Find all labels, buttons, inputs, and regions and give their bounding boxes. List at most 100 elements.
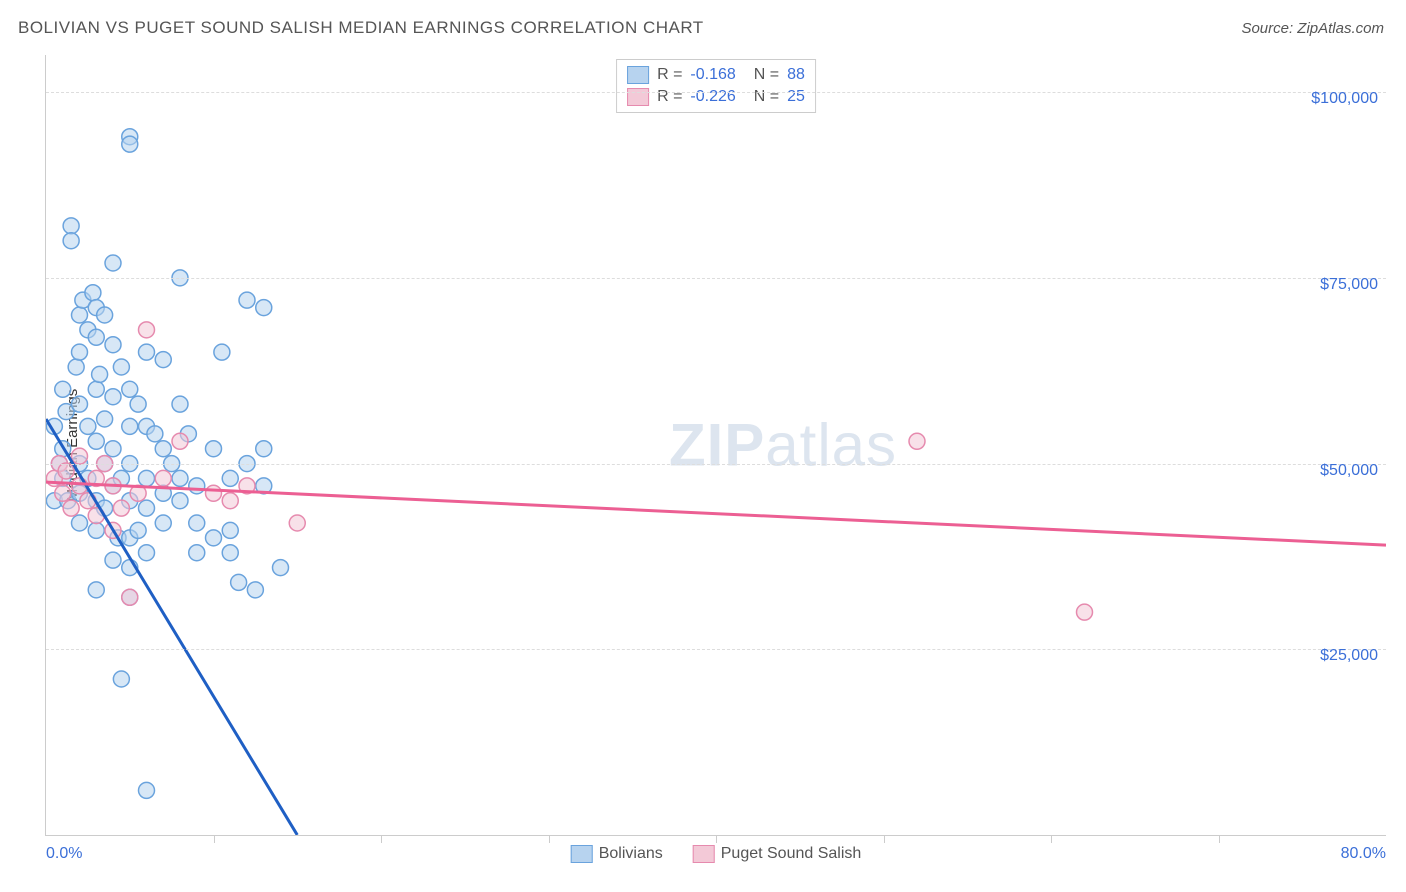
x-tick bbox=[549, 835, 550, 843]
scatter-point bbox=[113, 359, 129, 375]
scatter-point bbox=[58, 463, 74, 479]
scatter-point bbox=[155, 352, 171, 368]
scatter-point bbox=[1077, 604, 1093, 620]
y-tick-label: $50,000 bbox=[1320, 462, 1378, 480]
y-tick-label: $25,000 bbox=[1320, 647, 1378, 665]
gridline bbox=[46, 464, 1386, 465]
scatter-point bbox=[113, 671, 129, 687]
scatter-svg bbox=[46, 55, 1386, 835]
scatter-point bbox=[214, 344, 230, 360]
scatter-point bbox=[105, 441, 121, 457]
scatter-point bbox=[72, 448, 88, 464]
x-tick bbox=[1051, 835, 1052, 843]
scatter-point bbox=[155, 441, 171, 457]
legend-label-1: Puget Sound Salish bbox=[721, 845, 862, 863]
scatter-point bbox=[222, 545, 238, 561]
x-axis-min-label: 0.0% bbox=[46, 845, 82, 863]
scatter-point bbox=[130, 396, 146, 412]
trend-line-solid bbox=[46, 482, 1386, 545]
scatter-point bbox=[63, 500, 79, 516]
x-tick bbox=[884, 835, 885, 843]
scatter-point bbox=[139, 545, 155, 561]
legend-label-0: Bolivians bbox=[599, 845, 663, 863]
chart-container: BOLIVIAN VS PUGET SOUND SALISH MEDIAN EA… bbox=[0, 0, 1406, 892]
scatter-point bbox=[155, 470, 171, 486]
gridline bbox=[46, 278, 1386, 279]
legend-swatch-bolivians bbox=[571, 845, 593, 863]
x-tick bbox=[214, 835, 215, 843]
scatter-point bbox=[206, 441, 222, 457]
scatter-point bbox=[139, 782, 155, 798]
scatter-point bbox=[63, 218, 79, 234]
scatter-point bbox=[139, 344, 155, 360]
scatter-point bbox=[105, 255, 121, 271]
scatter-point bbox=[97, 307, 113, 323]
chart-title: BOLIVIAN VS PUGET SOUND SALISH MEDIAN EA… bbox=[18, 18, 704, 38]
scatter-point bbox=[55, 485, 71, 501]
scatter-point bbox=[80, 418, 96, 434]
scatter-point bbox=[289, 515, 305, 531]
scatter-point bbox=[88, 329, 104, 345]
scatter-point bbox=[172, 433, 188, 449]
scatter-point bbox=[909, 433, 925, 449]
scatter-point bbox=[206, 530, 222, 546]
scatter-point bbox=[222, 470, 238, 486]
gridline bbox=[46, 649, 1386, 650]
scatter-point bbox=[222, 493, 238, 509]
scatter-point bbox=[72, 307, 88, 323]
scatter-point bbox=[72, 344, 88, 360]
scatter-point bbox=[122, 589, 138, 605]
series-legend: Bolivians Puget Sound Salish bbox=[571, 845, 862, 863]
scatter-point bbox=[88, 522, 104, 538]
scatter-point bbox=[273, 560, 289, 576]
scatter-point bbox=[239, 292, 255, 308]
scatter-point bbox=[63, 233, 79, 249]
legend-swatch-salish bbox=[693, 845, 715, 863]
x-axis-max-label: 80.0% bbox=[1341, 845, 1386, 863]
x-tick bbox=[716, 835, 717, 843]
scatter-point bbox=[105, 552, 121, 568]
scatter-point bbox=[139, 470, 155, 486]
plot-area: Median Earnings ZIPatlas R = -0.168 N = … bbox=[45, 55, 1386, 836]
scatter-point bbox=[189, 545, 205, 561]
scatter-point bbox=[105, 337, 121, 353]
scatter-point bbox=[88, 381, 104, 397]
scatter-point bbox=[222, 522, 238, 538]
scatter-point bbox=[92, 366, 108, 382]
scatter-point bbox=[113, 500, 129, 516]
scatter-point bbox=[189, 515, 205, 531]
scatter-point bbox=[88, 582, 104, 598]
scatter-point bbox=[172, 493, 188, 509]
scatter-point bbox=[256, 300, 272, 316]
scatter-point bbox=[189, 478, 205, 494]
scatter-point bbox=[122, 418, 138, 434]
y-tick-label: $100,000 bbox=[1311, 90, 1378, 108]
scatter-point bbox=[68, 359, 84, 375]
scatter-point bbox=[172, 396, 188, 412]
scatter-point bbox=[130, 522, 146, 538]
scatter-point bbox=[247, 582, 263, 598]
legend-item-0: Bolivians bbox=[571, 845, 663, 863]
scatter-point bbox=[139, 322, 155, 338]
legend-item-1: Puget Sound Salish bbox=[693, 845, 862, 863]
scatter-point bbox=[206, 485, 222, 501]
scatter-point bbox=[72, 396, 88, 412]
scatter-point bbox=[122, 381, 138, 397]
scatter-point bbox=[55, 381, 71, 397]
scatter-point bbox=[256, 441, 272, 457]
scatter-point bbox=[231, 574, 247, 590]
scatter-point bbox=[139, 500, 155, 516]
scatter-point bbox=[122, 136, 138, 152]
scatter-point bbox=[85, 285, 101, 301]
gridline bbox=[46, 92, 1386, 93]
scatter-point bbox=[88, 433, 104, 449]
scatter-point bbox=[72, 515, 88, 531]
scatter-point bbox=[105, 389, 121, 405]
scatter-point bbox=[155, 515, 171, 531]
x-tick bbox=[381, 835, 382, 843]
y-tick-label: $75,000 bbox=[1320, 276, 1378, 294]
scatter-point bbox=[97, 411, 113, 427]
x-tick bbox=[1219, 835, 1220, 843]
scatter-point bbox=[147, 426, 163, 442]
source-label: Source: ZipAtlas.com bbox=[1241, 20, 1384, 37]
